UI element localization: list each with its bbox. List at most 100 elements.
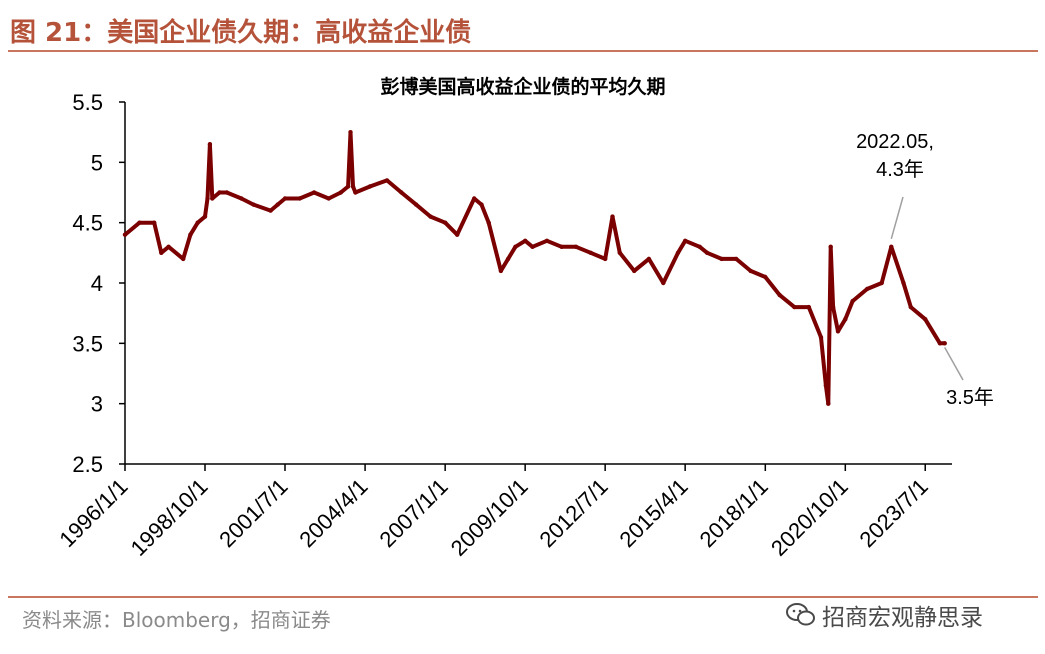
data-point [326, 196, 331, 201]
annotation-leader-line [944, 346, 964, 381]
data-point [498, 268, 504, 274]
data-point [251, 202, 256, 207]
figure-title: 图 21：美国企业债久期：高收益企业债 [10, 18, 472, 48]
data-point [826, 401, 831, 406]
data-point [806, 304, 811, 310]
data-point [588, 250, 593, 255]
data-point [275, 202, 280, 207]
x-tick-label: 2015/4/1 [614, 474, 692, 552]
data-point [864, 286, 870, 292]
data-point [345, 184, 351, 189]
data-point [455, 232, 460, 237]
data-point [122, 232, 128, 237]
data-point [843, 317, 848, 322]
y-tick-label: 4 [91, 271, 103, 296]
x-tick-label: 2020/10/1 [766, 474, 853, 561]
x-tick-label: 1998/10/1 [126, 474, 213, 561]
title-divider [8, 50, 1038, 52]
data-point [879, 280, 884, 286]
data-point [217, 190, 222, 195]
data-point [632, 268, 637, 274]
data-point [661, 280, 666, 286]
x-tick-label: 2018/1/1 [695, 474, 773, 552]
data-point [350, 184, 356, 189]
data-point [205, 196, 210, 201]
data-point [835, 329, 841, 334]
chart-title: 彭博美国高收益企业债的平均久期 [380, 75, 665, 98]
data-point [486, 220, 491, 225]
data-point [297, 196, 302, 201]
x-tick-label: 2004/4/1 [294, 474, 372, 552]
data-point [610, 214, 615, 219]
data-point [413, 202, 419, 207]
watermark-text: 招商宏观静思录 [822, 605, 983, 631]
data-point [719, 256, 724, 262]
y-tick-label: 4.5 [72, 211, 103, 236]
x-tick-label: 2007/1/1 [374, 474, 452, 552]
data-point [603, 256, 608, 262]
data-point [224, 190, 229, 195]
data-point [367, 184, 373, 189]
data-point [923, 317, 928, 322]
data-point [792, 304, 797, 310]
y-tick-label: 3 [91, 392, 103, 417]
watermark: 招商宏观静思录 [786, 598, 983, 632]
data-point [617, 250, 622, 255]
data-point [675, 250, 681, 255]
data-point [338, 190, 343, 195]
annotation-leader-line [890, 196, 904, 240]
data-point [311, 190, 317, 195]
data-point [830, 304, 836, 310]
data-point [195, 220, 200, 225]
data-point [559, 244, 564, 249]
series-line [123, 130, 947, 406]
data-point [137, 220, 142, 225]
data-point [472, 196, 477, 201]
x-tick-label: 2009/10/1 [446, 474, 533, 561]
data-point [384, 178, 390, 183]
data-point [683, 238, 688, 243]
data-point [399, 190, 404, 195]
data-point [188, 232, 193, 237]
data-point [697, 244, 702, 249]
data-point [428, 214, 433, 219]
data-point [908, 304, 913, 310]
source-note: 资料来源：Bloomberg，招商证券 [22, 608, 331, 632]
x-tick-label: 2001/7/1 [214, 474, 292, 552]
data-point [530, 244, 535, 249]
data-point [152, 220, 157, 225]
data-point [210, 196, 215, 201]
data-point [937, 341, 943, 346]
y-tick-label: 5.5 [72, 90, 103, 115]
data-point [544, 238, 550, 243]
y-tick-label: 2.5 [72, 452, 103, 477]
data-point [777, 292, 782, 298]
data-point [207, 142, 213, 147]
data-point [181, 256, 186, 262]
data-point [202, 214, 208, 219]
data-point [573, 244, 579, 249]
annotation-label: 2022.05, [856, 131, 934, 153]
data-point [159, 250, 164, 255]
data-point [513, 244, 518, 249]
footer-divider [8, 596, 1038, 598]
data-point [239, 196, 244, 201]
data-point [268, 208, 273, 213]
data-point [823, 383, 829, 388]
data-point [734, 256, 739, 262]
x-tick-label: 2023/7/1 [855, 474, 933, 552]
data-point [763, 274, 768, 280]
data-point [818, 335, 824, 340]
data-point [479, 202, 484, 207]
data-point [523, 238, 528, 243]
data-point [282, 196, 288, 201]
x-tick-label: 1996/1/1 [54, 474, 132, 552]
data-point [646, 256, 652, 262]
annotation-label: 4.3年 [876, 158, 924, 181]
annotation-label: 3.5年 [946, 386, 994, 409]
data-point [166, 244, 171, 249]
y-tick-label: 5 [91, 150, 103, 175]
data-point [704, 250, 710, 255]
series-layer [122, 130, 947, 406]
data-point [889, 244, 894, 249]
